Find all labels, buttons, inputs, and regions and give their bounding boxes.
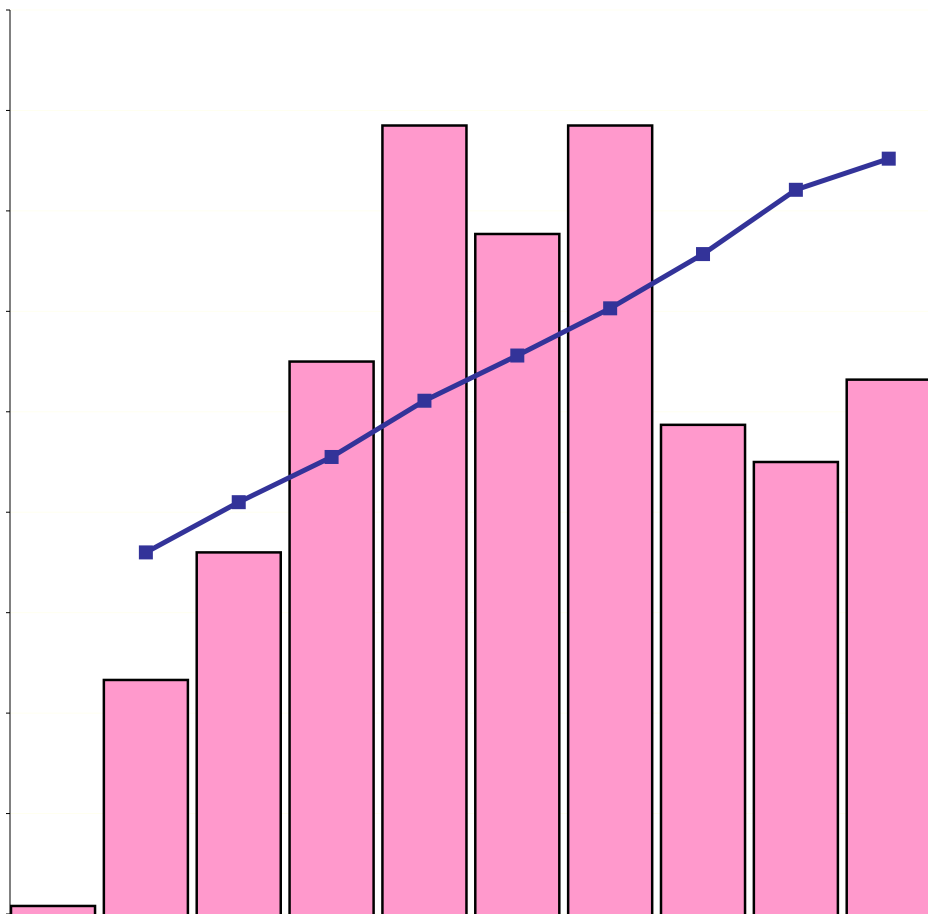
line-point-6 xyxy=(603,301,618,316)
bar-9 xyxy=(845,378,928,914)
bar-2 xyxy=(195,551,282,914)
line-point-2 xyxy=(231,495,246,510)
bar-4 xyxy=(381,124,468,914)
bar-series xyxy=(9,124,928,914)
bar-5 xyxy=(474,232,561,914)
bar-3 xyxy=(288,360,375,914)
bar-1 xyxy=(102,678,190,914)
line-point-8 xyxy=(788,182,803,197)
line-point-3 xyxy=(324,449,339,464)
bar-8 xyxy=(752,460,840,914)
line-point-4 xyxy=(417,393,432,408)
bar-7 xyxy=(659,423,747,914)
bar-0 xyxy=(9,904,97,914)
line-point-1 xyxy=(138,545,153,560)
line-point-7 xyxy=(696,247,711,262)
line-series xyxy=(138,151,896,560)
line-point-5 xyxy=(510,348,525,363)
line-point-9 xyxy=(881,151,896,166)
bar-6 xyxy=(566,124,654,914)
axes xyxy=(6,9,11,914)
